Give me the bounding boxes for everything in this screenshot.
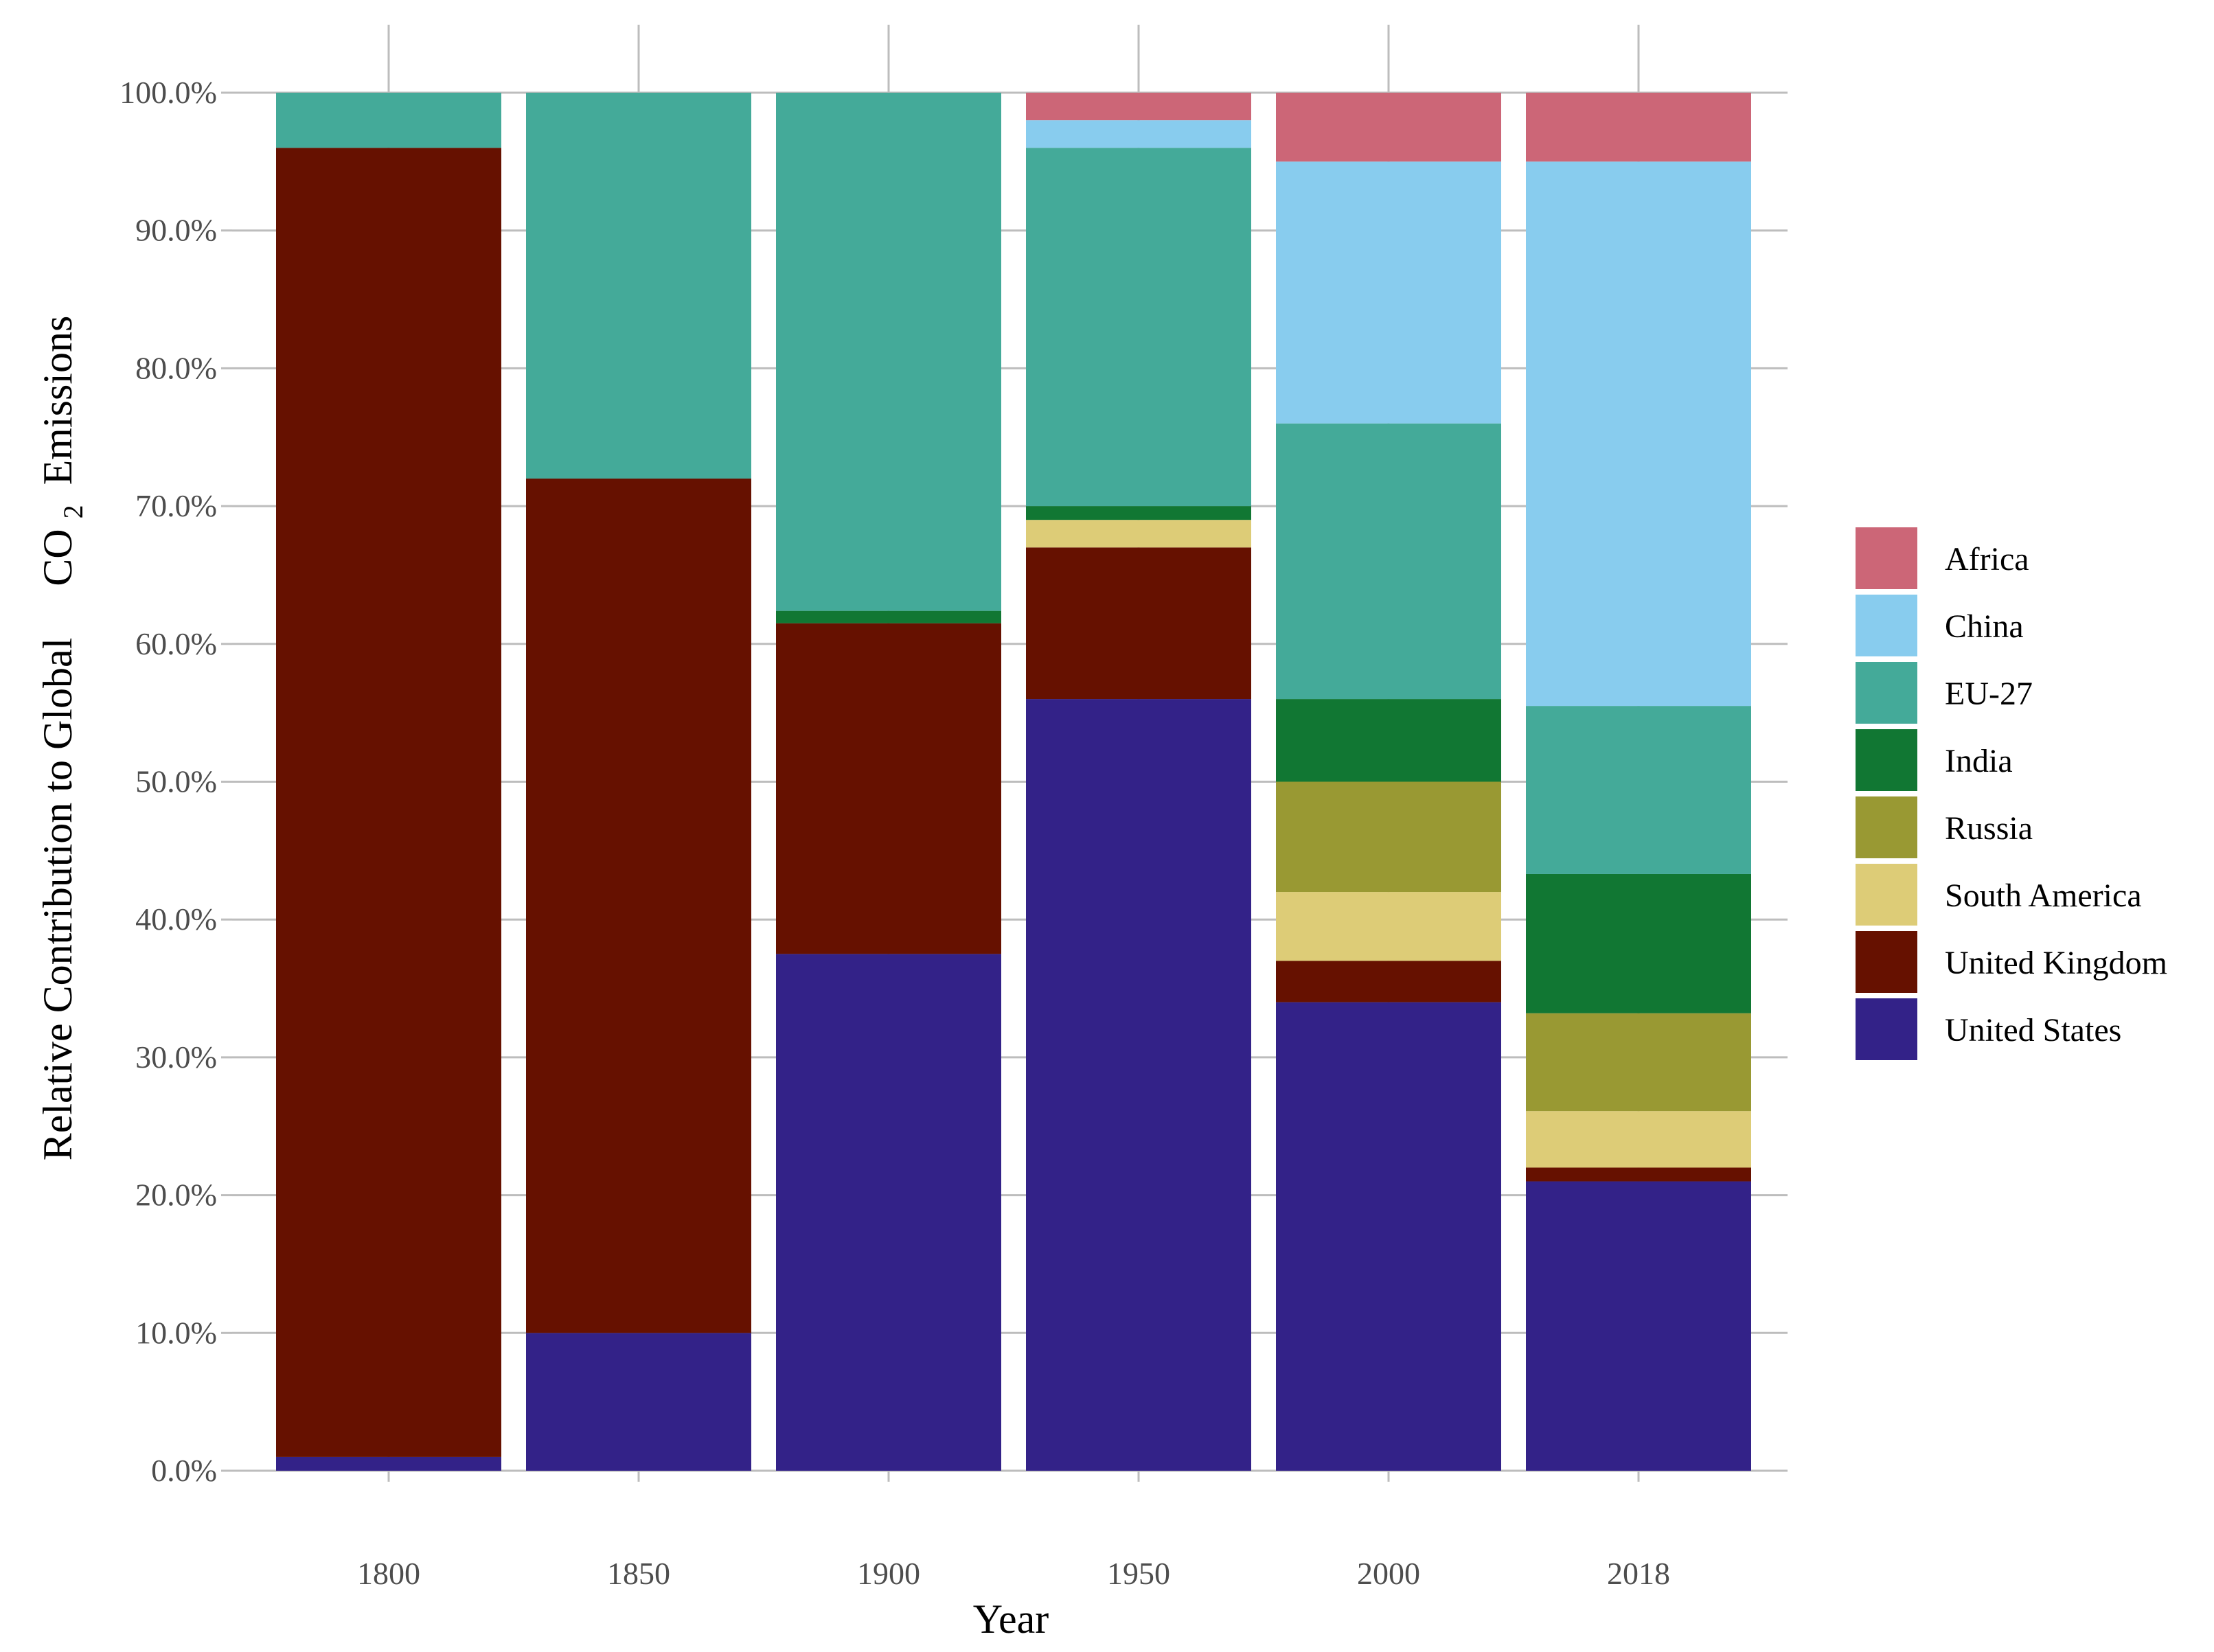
x-tick-label: 1850 [607, 1556, 670, 1591]
y-tick-label: 10.0% [135, 1315, 217, 1350]
legend-swatch [1856, 595, 1917, 656]
legend-swatch [1856, 931, 1917, 993]
legend-item-united-states: United States [1856, 998, 2121, 1060]
y-axis-title-prefix: Relative Contribution to Global [35, 638, 80, 1161]
bar-stack-1950 [1026, 93, 1251, 1471]
legend-item-africa: Africa [1856, 527, 2029, 589]
bar-segment-united-kingdom-2018 [1526, 1167, 1751, 1182]
bar-segment-russia-2000 [1276, 781, 1501, 893]
y-axis-title: Relative Contribution to Global CO 2 Emi… [35, 316, 91, 1161]
y-tick-label: 20.0% [135, 1178, 217, 1213]
bar-segment-united-states-1850 [526, 1333, 751, 1471]
bar-segment-eu-27-1800 [276, 93, 501, 148]
bar-segment-united-kingdom-1800 [276, 148, 501, 1457]
legend-label: Russia [1945, 810, 2033, 847]
bar-segment-africa-2000 [1276, 93, 1501, 162]
legend-label: South America [1945, 877, 2142, 914]
legend-label: India [1945, 743, 2013, 779]
legend-item-eu-27: EU-27 [1856, 662, 2033, 724]
bar-stack-2018 [1526, 93, 1751, 1471]
bar-segment-eu-27-2018 [1526, 706, 1751, 874]
legend-label: China [1945, 608, 2024, 645]
legend-label: Africa [1945, 541, 2029, 577]
y-tick-label: 30.0% [135, 1040, 217, 1075]
legend-label: United States [1945, 1012, 2121, 1048]
legend-label: United Kingdom [1945, 945, 2167, 981]
y-tick-label: 70.0% [135, 488, 217, 523]
bar-segment-india-2000 [1276, 699, 1501, 782]
bar-segment-india-1900 [776, 610, 1001, 623]
bar-segment-united-states-2000 [1276, 1002, 1501, 1471]
legend-swatch [1856, 864, 1917, 926]
bar-segment-united-states-1900 [776, 954, 1001, 1471]
bar-segment-africa-1950 [1026, 93, 1251, 121]
legend-item-india: India [1856, 729, 2013, 791]
bar-segment-china-1950 [1026, 120, 1251, 148]
bar-segment-eu-27-1850 [526, 93, 751, 479]
bar-segment-africa-2018 [1526, 93, 1751, 162]
bar-stack-2000 [1276, 93, 1501, 1471]
legend-swatch [1856, 729, 1917, 791]
bar-segment-china-2018 [1526, 161, 1751, 707]
bar-segment-united-states-1950 [1026, 699, 1251, 1471]
legend-label: EU-27 [1945, 676, 2033, 712]
bar-stacks [276, 93, 1751, 1471]
bar-segment-china-2000 [1276, 161, 1501, 424]
x-tick-label: 1950 [1107, 1556, 1170, 1591]
y-tick-label: 60.0% [135, 626, 217, 661]
bar-segment-united-kingdom-1900 [776, 623, 1001, 954]
bar-segment-eu-27-1900 [776, 93, 1001, 611]
bar-segment-united-kingdom-1850 [526, 478, 751, 1333]
y-axis-title-subscript: 2 [58, 505, 89, 518]
bar-segment-india-2018 [1526, 873, 1751, 1013]
x-axis: 1800 1850 1900 1950 2000 2018 [357, 1556, 1670, 1591]
bar-segment-south-america-2000 [1276, 892, 1501, 961]
y-axis: 0.0% 10.0% 20.0% 30.0% 40.0% 50.0% 60.0% 70.0% 8… [119, 75, 232, 1488]
bar-stack-1850 [526, 93, 751, 1471]
legend: Africa China EU-27 India Russia South America… [1856, 527, 2167, 1060]
bar-segment-south-america-2018 [1526, 1111, 1751, 1168]
bar-stack-1800 [276, 93, 501, 1471]
bar-segment-united-states-1800 [276, 1456, 501, 1471]
y-tick-label: 80.0% [135, 350, 217, 385]
legend-item-south-america: South America [1856, 864, 2142, 926]
x-tick-label: 2018 [1607, 1556, 1670, 1591]
y-axis-title-suffix: Emissions [35, 316, 80, 485]
bar-segment-united-kingdom-2000 [1276, 961, 1501, 1002]
y-tick-label: 90.0% [135, 213, 217, 248]
bar-segment-eu-27-1950 [1026, 148, 1251, 507]
legend-swatch [1856, 662, 1917, 724]
legend-item-china: China [1856, 595, 2024, 656]
bar-segment-russia-2018 [1526, 1013, 1751, 1112]
x-axis-title: Year [973, 1596, 1049, 1642]
legend-swatch [1856, 998, 1917, 1060]
bar-segment-united-states-2018 [1526, 1181, 1751, 1471]
x-tick-label: 1900 [857, 1556, 920, 1591]
bar-segment-eu-27-2000 [1276, 423, 1501, 700]
legend-swatch [1856, 796, 1917, 858]
legend-item-russia: Russia [1856, 796, 2033, 858]
y-axis-title-formula: CO [35, 529, 80, 586]
legend-item-united-kingdom: United Kingdom [1856, 931, 2167, 993]
y-tick-label: 50.0% [135, 764, 217, 799]
bar-segment-united-kingdom-1950 [1026, 547, 1251, 700]
y-tick-label: 0.0% [151, 1453, 217, 1488]
y-tick-label: 40.0% [135, 902, 217, 937]
x-tick-label: 1800 [357, 1556, 420, 1591]
legend-swatch [1856, 527, 1917, 589]
bar-stack-1900 [776, 93, 1001, 1471]
y-tick-label: 100.0% [119, 75, 217, 110]
bar-segment-south-america-1950 [1026, 520, 1251, 548]
x-tick-label: 2000 [1357, 1556, 1420, 1591]
bar-segment-india-1950 [1026, 506, 1251, 520]
